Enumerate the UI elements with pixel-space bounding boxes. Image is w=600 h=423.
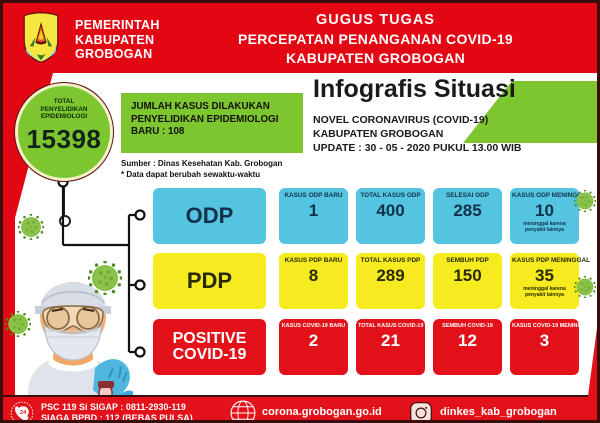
svg-text:24: 24: [20, 410, 27, 416]
